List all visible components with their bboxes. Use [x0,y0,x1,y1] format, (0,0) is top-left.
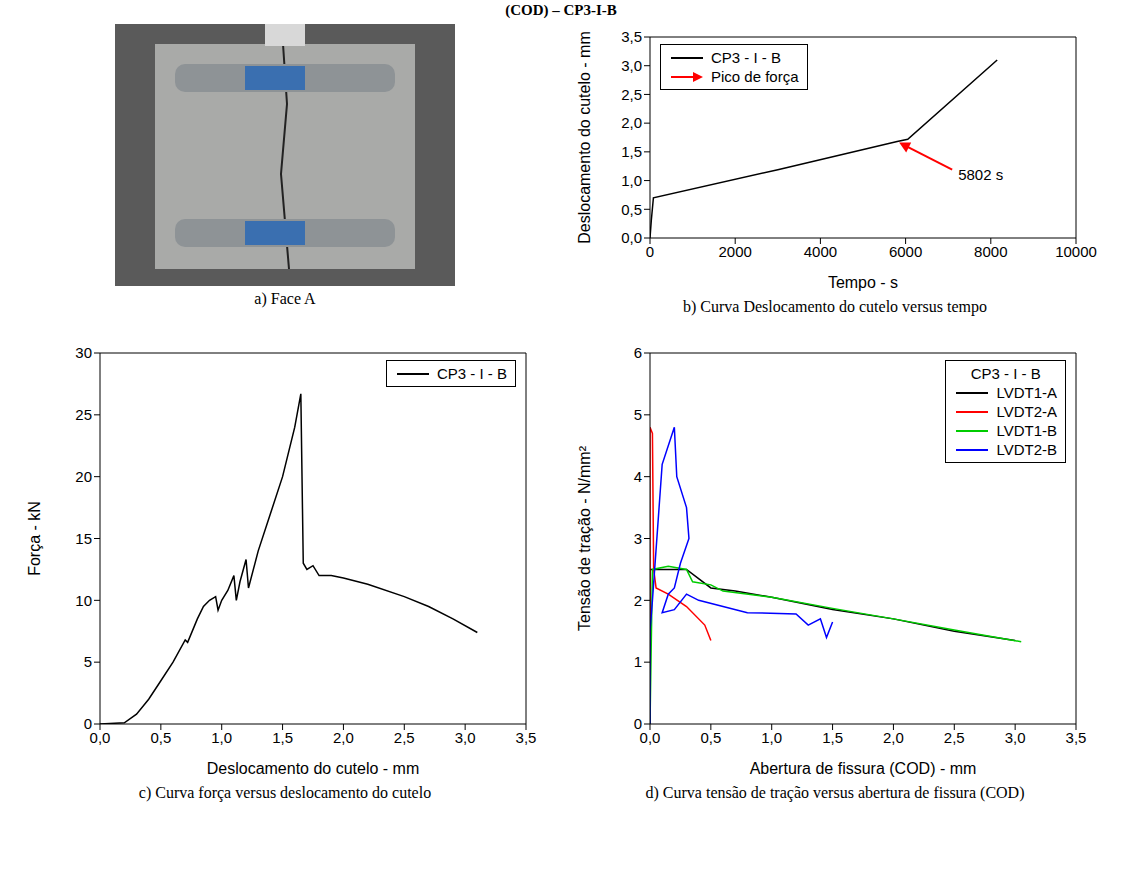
svg-text:3,0: 3,0 [455,729,476,746]
svg-text:4000: 4000 [804,243,837,260]
svg-text:0: 0 [84,715,92,732]
svg-text:6000: 6000 [889,243,922,260]
svg-text:Tempo - s: Tempo - s [828,274,898,291]
svg-text:0: 0 [634,715,642,732]
html-text:a) Face A: a) Face A [254,290,316,307]
svg-text:1,5: 1,5 [272,729,293,746]
svg-text:10: 10 [75,592,92,609]
svg-text:2,0: 2,0 [883,729,904,746]
svg-text:0,0: 0,0 [621,229,642,246]
svg-text:0,5: 0,5 [150,729,171,746]
html-text:LVDT2-A: LVDT2-A [996,403,1057,420]
svg-text:3: 3 [634,530,642,547]
svg-text:Deslocamento do cutelo - mm: Deslocamento do cutelo - mm [576,31,593,244]
svg-text:1,0: 1,0 [621,172,642,189]
svg-text:4: 4 [634,468,642,485]
svg-text:30: 30 [75,344,92,361]
svg-text:5802 s: 5802 s [958,166,1003,183]
svg-text:3,0: 3,0 [621,57,642,74]
svg-text:2,0: 2,0 [333,729,354,746]
svg-text:Abertura de fissura (COD) - mm: Abertura de fissura (COD) - mm [750,760,977,777]
svg-text:0,5: 0,5 [700,729,721,746]
html-text:Pico de força: Pico de força [711,68,799,85]
svg-text:5: 5 [84,653,92,670]
html-text:b) Curva Deslocamento do cutel: b) Curva Deslocamento do cutelo versus t… [683,298,987,315]
svg-text:2,5: 2,5 [944,729,965,746]
html-text:LVDT2-B: LVDT2-B [996,441,1057,458]
svg-text:2,5: 2,5 [621,86,642,103]
svg-text:0: 0 [646,243,654,260]
svg-text:Deslocamento do cutelo - mm: Deslocamento do cutelo - mm [207,760,420,777]
svg-text:3,0: 3,0 [1005,729,1026,746]
svg-text:0,0: 0,0 [640,729,661,746]
svg-text:8000: 8000 [974,243,1007,260]
html-text:CP3 - I - B: CP3 - I - B [970,365,1041,382]
svg-text:1,5: 1,5 [621,143,642,160]
svg-text:3,5: 3,5 [1066,729,1087,746]
svg-text:Tensão de tração - N/mm²: Tensão de tração - N/mm² [576,445,593,631]
svg-text:1,0: 1,0 [211,729,232,746]
svg-text:1: 1 [634,653,642,670]
svg-text:6: 6 [634,344,642,361]
svg-text:1,5: 1,5 [822,729,843,746]
html-text:LVDT1-A: LVDT1-A [996,384,1057,401]
svg-text:10000: 10000 [1055,243,1097,260]
svg-text:2: 2 [634,592,642,609]
svg-text:1,0: 1,0 [761,729,782,746]
html-text:LVDT1-B: LVDT1-B [996,422,1057,439]
svg-text:5: 5 [634,406,642,423]
html-text:c) Curva força versus deslocam: c) Curva força versus deslocamento do cu… [138,784,432,801]
svg-text:15: 15 [75,530,92,547]
svg-text:3,5: 3,5 [516,729,537,746]
html-text:CP3 - I - B: CP3 - I - B [711,49,781,66]
svg-text:3,5: 3,5 [621,28,642,45]
html-text:CP3 - I - B: CP3 - I - B [437,365,507,382]
html-text:d) Curva tensão de tração vers: d) Curva tensão de tração versus abertur… [645,784,1025,801]
svg-text:2000: 2000 [719,243,752,260]
svg-text:0,5: 0,5 [621,201,642,218]
html-text:(COD) – CP3-I-B: (COD) – CP3-I-B [505,2,617,18]
svg-text:25: 25 [75,406,92,423]
svg-text:20: 20 [75,468,92,485]
svg-text:0,0: 0,0 [90,729,111,746]
svg-text:Força - kN: Força - kN [26,501,43,576]
svg-text:2,5: 2,5 [394,729,415,746]
svg-text:2,0: 2,0 [621,114,642,131]
